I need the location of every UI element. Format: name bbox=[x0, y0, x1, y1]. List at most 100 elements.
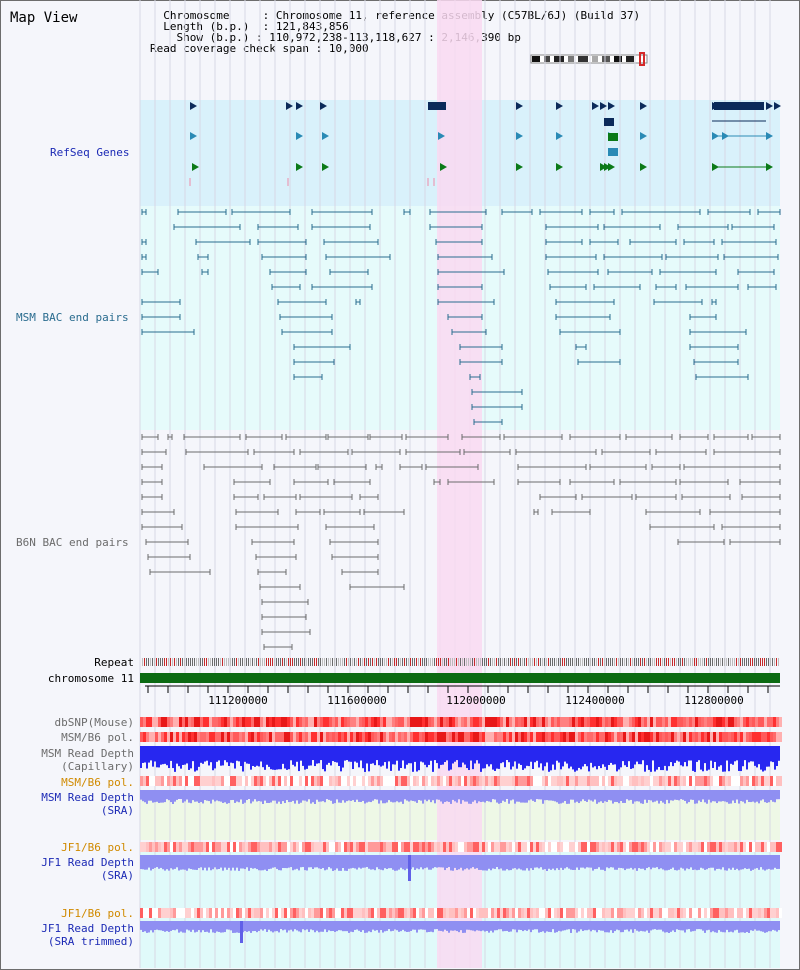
depth-bar bbox=[284, 921, 286, 930]
heat-cell bbox=[263, 842, 266, 852]
depth-bar bbox=[234, 921, 236, 933]
heat-cell bbox=[185, 908, 188, 918]
depth-bar bbox=[562, 746, 564, 767]
heat-cell bbox=[203, 717, 206, 727]
heat-cell bbox=[629, 842, 632, 852]
heat-cell bbox=[452, 776, 455, 786]
depth-bar bbox=[488, 746, 490, 767]
depth-bar bbox=[756, 855, 758, 869]
heat-cell bbox=[608, 732, 611, 742]
depth-bar bbox=[420, 790, 422, 801]
depth-bar bbox=[214, 790, 216, 802]
repeat-mark bbox=[314, 658, 315, 666]
depth-bar bbox=[634, 855, 636, 869]
heat-cell bbox=[611, 776, 614, 786]
depth-bar bbox=[722, 746, 724, 772]
heat-cell bbox=[770, 732, 773, 742]
repeat-mark bbox=[142, 658, 143, 666]
heat-cell bbox=[425, 842, 428, 852]
refseq-genes[interactable] bbox=[189, 102, 781, 186]
depth-bar bbox=[180, 855, 182, 870]
heat-cell bbox=[287, 717, 290, 727]
heat-cell bbox=[485, 842, 488, 852]
heat-cell bbox=[683, 717, 686, 727]
repeat-mark bbox=[424, 658, 425, 666]
heat-cell bbox=[233, 732, 236, 742]
depth-bar bbox=[590, 855, 592, 868]
heat-cell bbox=[380, 732, 383, 742]
depth-bar bbox=[540, 746, 542, 764]
heat-cell bbox=[590, 842, 593, 852]
heat-cell bbox=[248, 908, 251, 918]
heat-cell bbox=[479, 732, 482, 742]
depth-bar bbox=[542, 855, 544, 870]
depth-bar bbox=[240, 855, 242, 869]
depth-bar bbox=[194, 855, 196, 870]
depth-bar bbox=[514, 790, 516, 804]
depth-bar bbox=[468, 855, 470, 870]
depth-bar bbox=[538, 746, 540, 768]
heat-cell bbox=[275, 776, 278, 786]
heat-cell bbox=[350, 842, 353, 852]
depth-bar bbox=[214, 746, 216, 769]
b6n-bac-end-pairs[interactable] bbox=[141, 434, 781, 650]
heat-cell bbox=[308, 776, 311, 786]
depth-bar bbox=[450, 790, 452, 804]
heat-cell bbox=[338, 717, 341, 727]
repeat-mark bbox=[296, 658, 297, 666]
depth-bar bbox=[490, 855, 492, 871]
depth-bar bbox=[752, 790, 754, 802]
depth-bar bbox=[218, 790, 220, 802]
depth-bar bbox=[542, 921, 544, 932]
depth-bar bbox=[250, 921, 252, 933]
heat-cell bbox=[482, 732, 485, 742]
heat-cell bbox=[758, 717, 761, 727]
heat-cell bbox=[242, 908, 245, 918]
msm-bac-end-pairs[interactable] bbox=[141, 209, 781, 425]
depth-bar bbox=[690, 855, 692, 868]
repeat-mark bbox=[532, 658, 533, 666]
repeat-mark bbox=[302, 658, 303, 666]
depth-bar bbox=[346, 855, 348, 871]
depth-bar bbox=[200, 921, 202, 933]
repeat-mark bbox=[250, 658, 251, 666]
heat-cell bbox=[746, 842, 749, 852]
repeat-mark bbox=[322, 658, 323, 666]
depth-bar bbox=[242, 790, 244, 804]
heat-cell bbox=[437, 732, 440, 742]
heat-cell bbox=[308, 842, 311, 852]
heat-cell bbox=[341, 717, 344, 727]
depth-bar bbox=[508, 855, 510, 871]
depth-bar bbox=[534, 746, 536, 763]
repeat-mark bbox=[468, 658, 469, 666]
heat-cell bbox=[743, 776, 746, 786]
depth-bar bbox=[776, 746, 778, 767]
depth-bar bbox=[764, 855, 766, 871]
chromosome-ideogram[interactable] bbox=[530, 52, 652, 66]
depth-bar bbox=[354, 746, 356, 762]
heat-cell bbox=[257, 717, 260, 727]
repeat-mark bbox=[746, 658, 747, 666]
depth-bar bbox=[358, 746, 360, 768]
heat-cell bbox=[176, 717, 179, 727]
heat-cell bbox=[461, 908, 464, 918]
depth-bar bbox=[248, 921, 250, 932]
heat-cell bbox=[755, 717, 758, 727]
heat-cell bbox=[539, 717, 542, 727]
repeat-mark bbox=[596, 658, 597, 666]
depth-bar bbox=[456, 746, 458, 761]
depth-bar bbox=[622, 921, 624, 933]
heat-cell bbox=[167, 776, 170, 786]
depth-bar bbox=[372, 855, 374, 870]
heat-cell bbox=[656, 776, 659, 786]
depth-bar bbox=[574, 855, 576, 870]
heat-cell bbox=[290, 717, 293, 727]
repeat-mark bbox=[208, 658, 209, 666]
heat-cell bbox=[644, 908, 647, 918]
heat-cell bbox=[332, 717, 335, 727]
heat-cell bbox=[722, 717, 725, 727]
heat-cell bbox=[638, 842, 641, 852]
depth-bar bbox=[244, 790, 246, 803]
heat-cell bbox=[308, 732, 311, 742]
